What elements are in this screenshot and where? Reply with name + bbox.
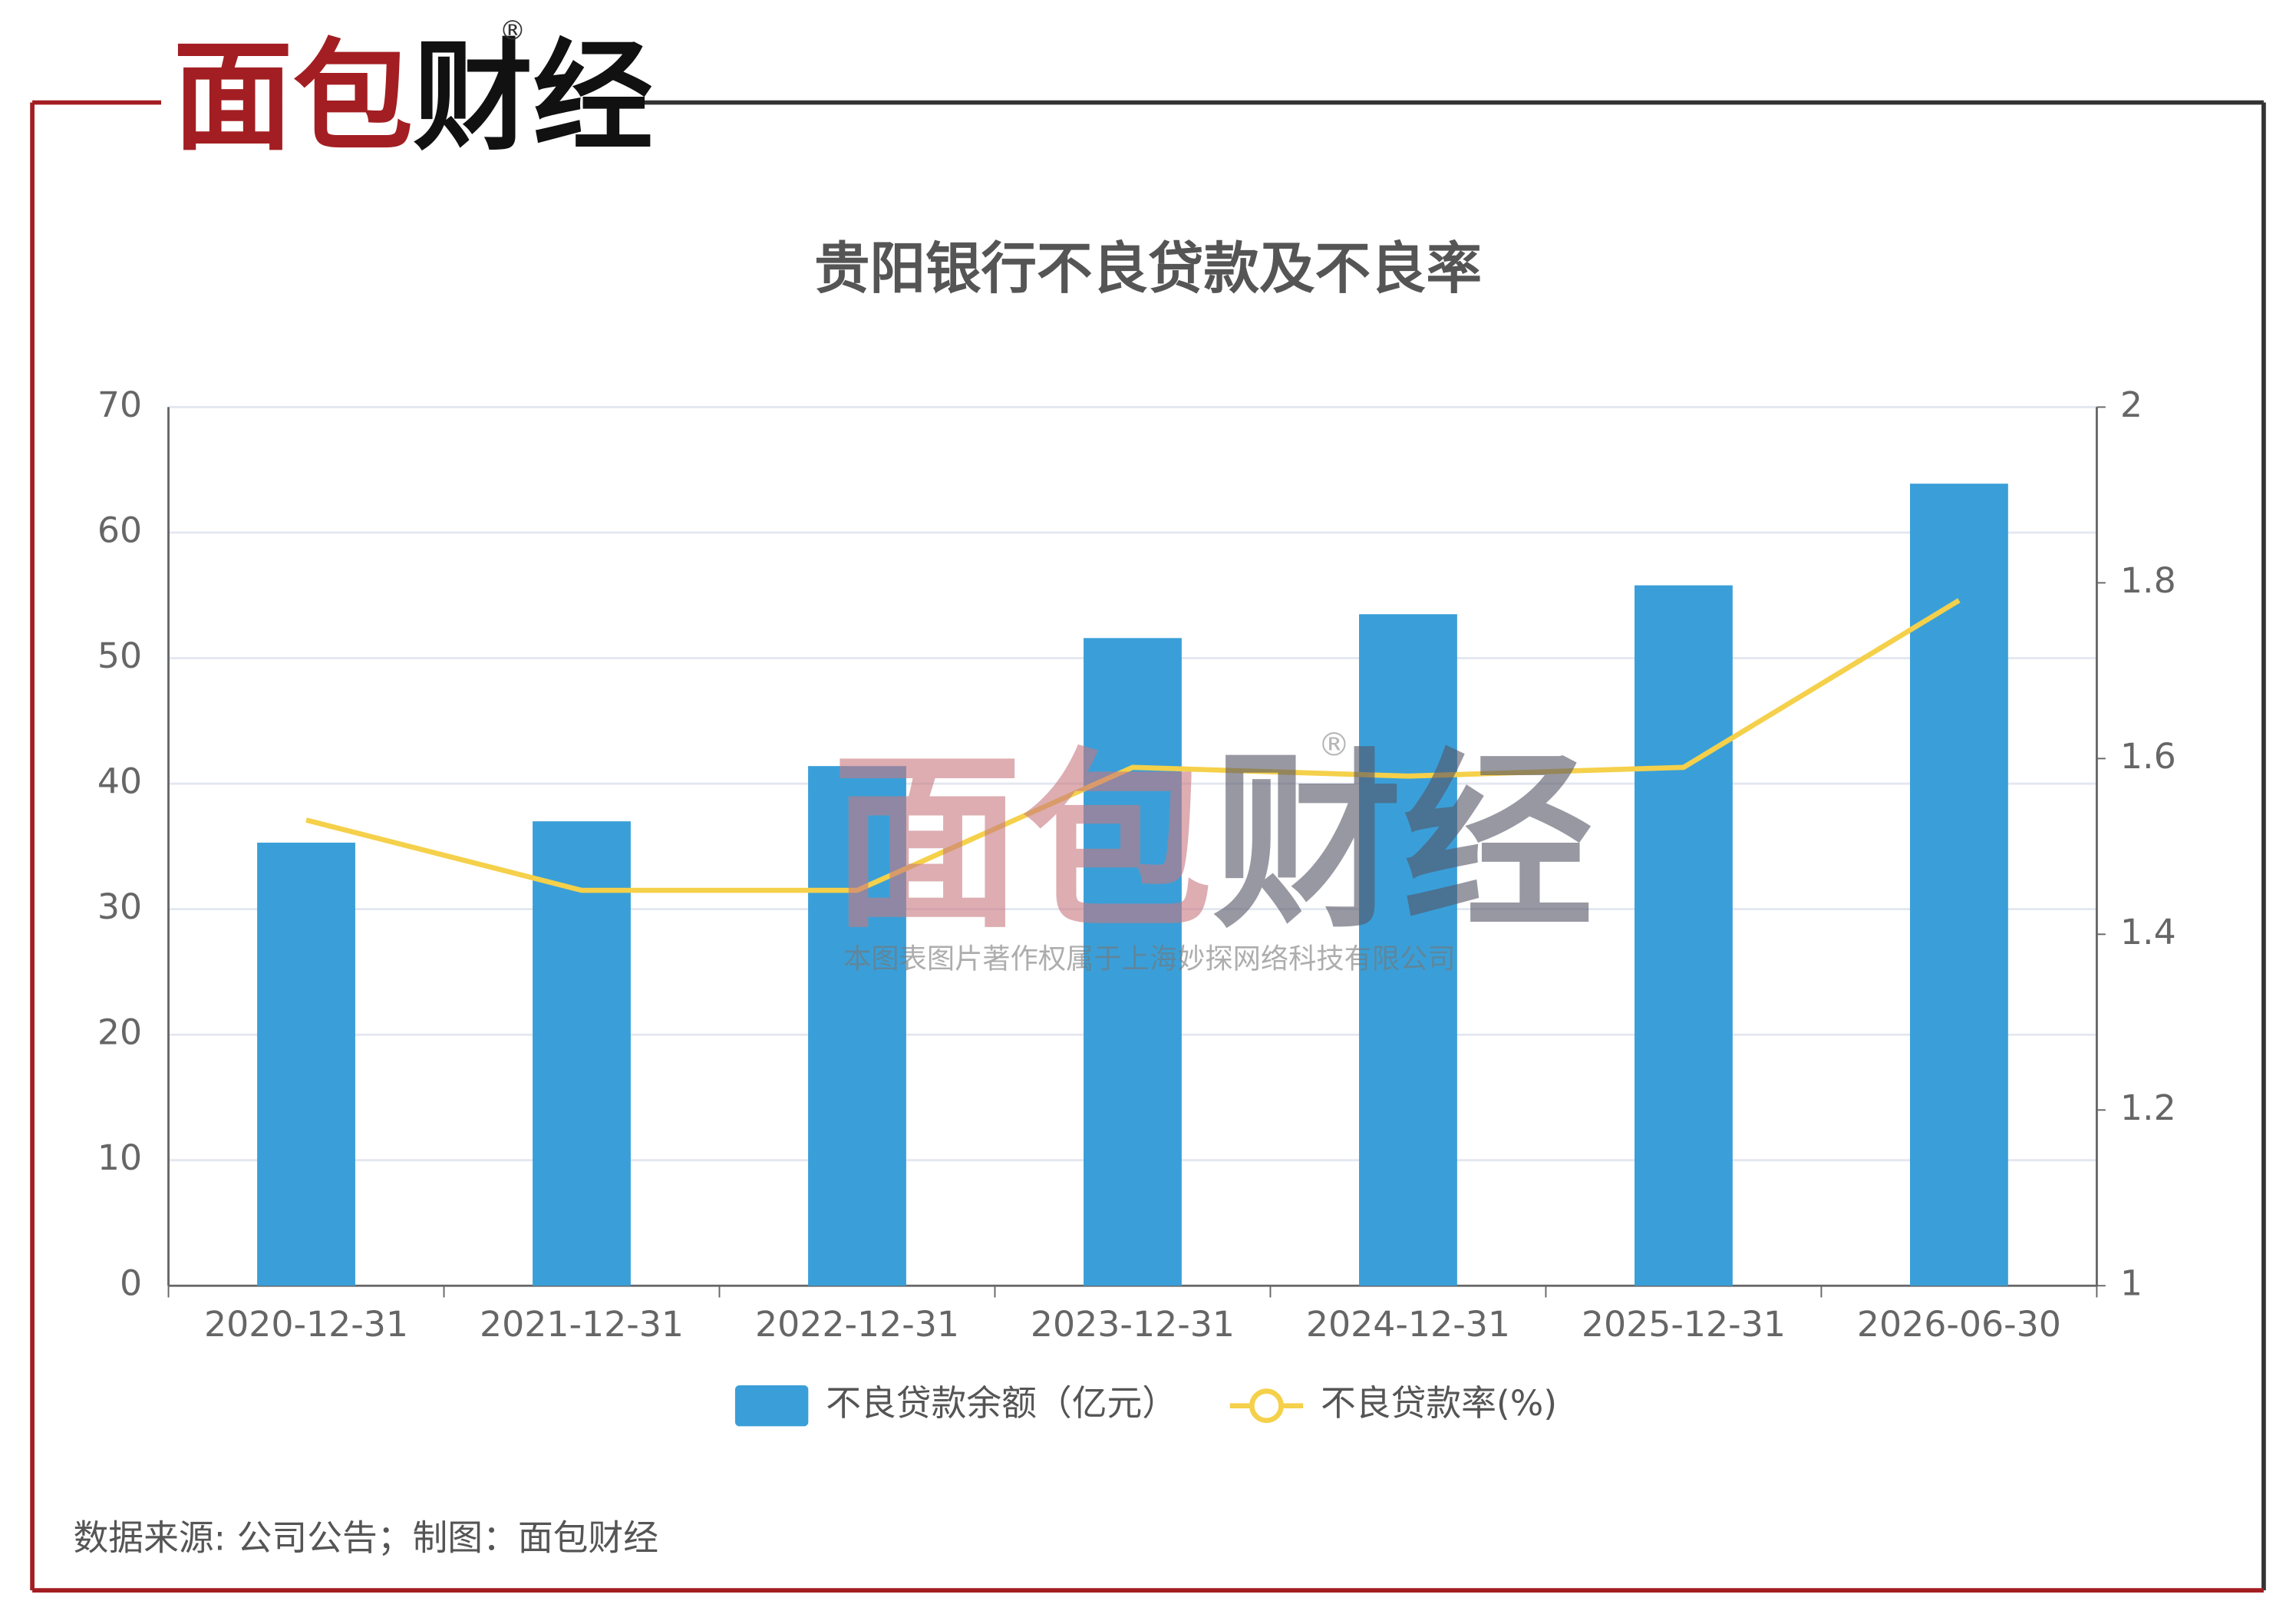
x-tick-label: 2023-12-31: [1031, 1303, 1235, 1345]
y2-tick-label: 1.4: [2120, 911, 2176, 952]
logo-mark: ®: [500, 15, 526, 46]
y-tick-label: 0: [120, 1263, 142, 1304]
y2-tick-label: 2: [2120, 384, 2143, 425]
y-tick-label: 40: [97, 761, 142, 802]
y2-tick-label: 1.6: [2120, 735, 2176, 777]
y-tick-label: 30: [97, 886, 142, 927]
chart-title: 贵阳银行不良贷款及不良率: [814, 237, 1482, 302]
watermark: 面包财经 ® 本图表图片著作权属于上海妙探网络科技有限公司: [832, 726, 1593, 975]
logo-red: 面包: [173, 27, 413, 167]
y-tick-label: 10: [97, 1137, 142, 1178]
bar: [1909, 484, 2008, 1286]
x-tick-label: 2024-12-31: [1306, 1303, 1510, 1345]
x-tick-label: 2021-12-31: [480, 1303, 684, 1345]
bar: [533, 821, 631, 1286]
bar: [1084, 638, 1182, 1286]
legend-label: 不良贷款余额（亿元）: [826, 1382, 1177, 1424]
watermark-red: 面包: [832, 733, 1212, 954]
watermark-logo: 面包财经: [832, 733, 1593, 954]
legend-swatch: [1249, 1388, 1284, 1424]
watermark-text: 本图表图片著作权属于上海妙探网络科技有限公司: [843, 942, 1456, 975]
legend-swatch: [734, 1385, 809, 1427]
y2-tick-label: 1.8: [2120, 559, 2176, 601]
y-tick-label: 20: [97, 1012, 142, 1053]
bar: [1635, 585, 1733, 1286]
logo: 面包财经: [173, 27, 653, 167]
watermark-black: 财经: [1212, 733, 1593, 954]
watermark-mark: ®: [1318, 726, 1350, 764]
legend-label: 不良贷款率(%): [1321, 1382, 1557, 1424]
y-tick-label: 50: [97, 635, 142, 676]
y2-tick-label: 1: [2120, 1263, 2143, 1304]
x-tick-label: 2026-06-30: [1857, 1303, 2061, 1345]
y-tick-label: 70: [97, 384, 142, 425]
x-tick-label: 2022-12-31: [755, 1303, 959, 1345]
line: [305, 598, 1961, 893]
bar: [1359, 614, 1457, 1286]
x-tick-label: 2025-12-31: [1582, 1303, 1786, 1345]
y2-tick-label: 1.2: [2120, 1087, 2176, 1128]
logo-black: 财经: [413, 27, 653, 167]
footer: 数据来源: 公司公告；制图：面包财经: [74, 1517, 658, 1559]
x-tick-label: 2020-12-31: [204, 1303, 408, 1345]
bar: [808, 766, 906, 1286]
bar: [257, 842, 355, 1286]
y-tick-label: 60: [97, 509, 142, 550]
